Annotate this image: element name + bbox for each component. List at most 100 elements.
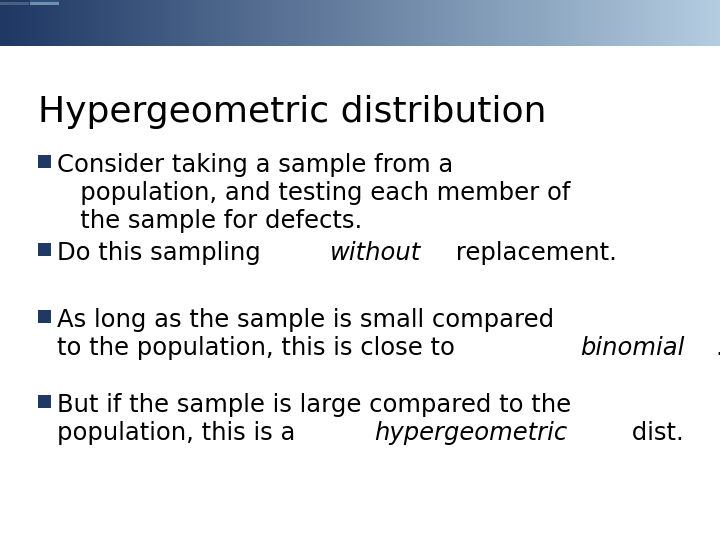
Bar <box>30 0 59 2</box>
Bar <box>207 0 211 46</box>
Bar <box>398 0 403 46</box>
Bar <box>576 0 581 46</box>
Bar <box>336 0 341 46</box>
Bar <box>283 0 288 46</box>
Bar <box>418 0 423 46</box>
Bar <box>657 0 662 46</box>
Bar <box>312 0 317 46</box>
Text: But if the sample is large compared to the: But if the sample is large compared to t… <box>57 393 571 417</box>
Bar <box>259 0 264 46</box>
Bar <box>178 0 182 46</box>
Bar <box>461 0 466 46</box>
Bar <box>331 0 336 46</box>
Bar <box>192 0 197 46</box>
Bar <box>629 0 634 46</box>
Bar <box>533 0 538 46</box>
Bar <box>610 0 614 46</box>
Bar <box>19 0 24 46</box>
Bar <box>24 0 29 46</box>
Bar <box>672 0 677 46</box>
Bar <box>504 0 509 46</box>
Bar <box>211 0 216 46</box>
Bar <box>288 0 293 46</box>
Bar <box>67 0 72 46</box>
Bar <box>130 0 135 46</box>
Bar <box>475 0 480 46</box>
Bar <box>427 0 432 46</box>
Bar <box>667 0 672 46</box>
Bar <box>379 0 384 46</box>
Bar <box>470 0 475 46</box>
Bar <box>355 0 360 46</box>
Bar <box>346 0 351 46</box>
Bar <box>513 0 518 46</box>
Bar <box>302 0 307 46</box>
Bar <box>225 0 230 46</box>
Text: population, and testing each member of: population, and testing each member of <box>57 181 570 205</box>
Bar <box>653 0 657 46</box>
Bar <box>293 0 297 46</box>
Bar <box>403 0 408 46</box>
Bar <box>139 0 144 46</box>
Bar <box>711 0 715 46</box>
Bar <box>384 0 389 46</box>
Bar <box>91 0 96 46</box>
Text: Hypergeometric distribution: Hypergeometric distribution <box>38 95 546 129</box>
Bar <box>605 0 610 46</box>
Bar <box>326 0 331 46</box>
Bar <box>432 0 437 46</box>
Bar <box>585 0 590 46</box>
Bar <box>485 0 490 46</box>
Bar <box>34 0 38 46</box>
Bar <box>269 0 274 46</box>
Bar <box>38 395 51 408</box>
Bar <box>0 0 5 46</box>
Bar <box>216 0 221 46</box>
Bar <box>413 0 418 46</box>
Bar <box>58 0 63 46</box>
Bar <box>158 0 163 46</box>
Bar <box>595 0 600 46</box>
Text: dist.: dist. <box>624 421 684 445</box>
Bar <box>53 0 58 46</box>
Bar <box>317 0 322 46</box>
Bar <box>86 0 91 46</box>
Bar <box>101 0 106 46</box>
Bar <box>182 0 187 46</box>
Bar <box>5 0 9 46</box>
Bar <box>245 0 250 46</box>
Bar <box>562 0 567 46</box>
Bar <box>557 0 562 46</box>
Bar <box>254 0 259 46</box>
Bar <box>480 0 485 46</box>
Text: Consider taking a sample from a: Consider taking a sample from a <box>57 153 454 177</box>
Text: As long as the sample is small compared: As long as the sample is small compared <box>57 308 554 332</box>
Bar <box>547 0 552 46</box>
Bar <box>0 3 29 5</box>
Bar <box>639 0 643 46</box>
Bar <box>614 0 619 46</box>
Bar <box>240 0 245 46</box>
Bar <box>542 0 547 46</box>
Bar <box>600 0 605 46</box>
Bar <box>120 0 125 46</box>
Bar <box>394 0 398 46</box>
Bar <box>187 0 192 46</box>
Bar <box>38 0 43 46</box>
Bar <box>168 0 173 46</box>
Bar <box>499 0 504 46</box>
Bar <box>662 0 667 46</box>
Bar <box>648 0 653 46</box>
Bar <box>144 0 149 46</box>
Bar <box>567 0 571 46</box>
Bar <box>466 0 470 46</box>
Bar <box>110 0 115 46</box>
Bar <box>518 0 523 46</box>
Bar <box>163 0 168 46</box>
Bar <box>197 0 202 46</box>
Bar <box>221 0 225 46</box>
Bar <box>43 0 48 46</box>
Bar <box>0 0 29 2</box>
Bar <box>456 0 461 46</box>
Bar <box>274 0 279 46</box>
